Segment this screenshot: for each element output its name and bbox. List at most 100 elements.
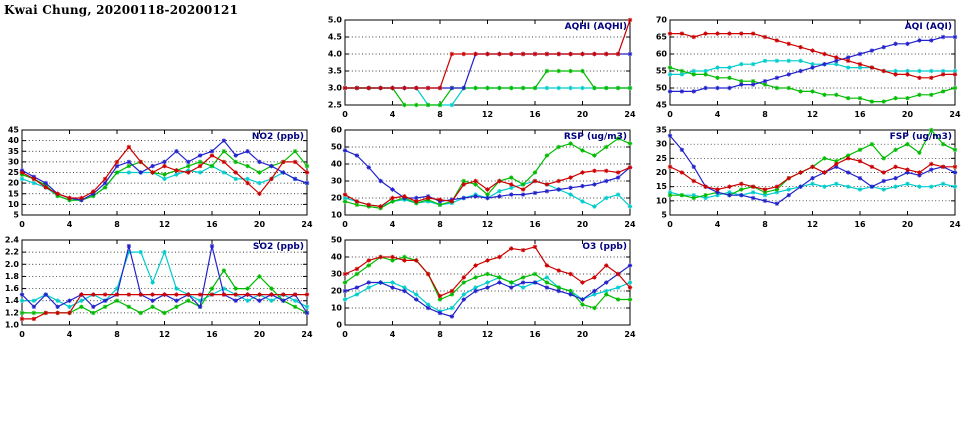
svg-text:12: 12 [482, 220, 493, 229]
svg-text:24: 24 [301, 220, 313, 229]
svg-text:2.5: 2.5 [328, 101, 343, 110]
svg-text:8: 8 [762, 110, 768, 119]
page-title: Kwai Chung, 20200118-20200121 [4, 3, 239, 17]
svg-text:20: 20 [577, 330, 589, 339]
svg-text:30: 30 [331, 270, 343, 279]
svg-text:5: 5 [661, 211, 667, 220]
svg-text:12: 12 [482, 110, 493, 119]
svg-text:NO2 (ppb): NO2 (ppb) [252, 132, 304, 142]
svg-text:0: 0 [342, 110, 348, 119]
svg-text:0: 0 [342, 330, 348, 339]
svg-text:60: 60 [656, 50, 668, 59]
svg-text:15: 15 [8, 189, 20, 198]
svg-text:70: 70 [656, 16, 668, 25]
svg-text:20: 20 [577, 220, 589, 229]
svg-text:8: 8 [762, 220, 768, 229]
svg-text:4.5: 4.5 [328, 33, 343, 42]
svg-text:1.2: 1.2 [5, 308, 19, 317]
svg-text:RSP (ug/m3): RSP (ug/m3) [564, 132, 627, 142]
svg-text:4: 4 [67, 330, 73, 339]
svg-text:12: 12 [807, 220, 818, 229]
svg-text:2.4: 2.4 [5, 236, 20, 245]
svg-text:24: 24 [301, 330, 313, 339]
svg-text:60: 60 [331, 126, 343, 135]
svg-text:4: 4 [715, 220, 721, 229]
aqhi-plot: 2.5 3.0 3.5 4.0 4.5 5.0 0 4 8 12 16 20 24 AQHI (AQHI) [328, 16, 636, 120]
svg-text:16: 16 [854, 110, 866, 119]
svg-text:4: 4 [390, 110, 396, 119]
svg-text:8: 8 [114, 330, 120, 339]
svg-text:FSP (ug/m3): FSP (ug/m3) [890, 132, 952, 142]
svg-text:16: 16 [529, 110, 541, 119]
svg-text:45: 45 [656, 101, 668, 110]
svg-text:45: 45 [8, 126, 20, 135]
svg-text:1.0: 1.0 [5, 321, 20, 330]
svg-text:16: 16 [206, 330, 218, 339]
svg-text:20: 20 [656, 168, 668, 177]
chart-rsp: 10 20 30 40 50 60 0 4 8 12 16 20 24 RSP (ug/m3) [323, 124, 636, 232]
svg-text:0: 0 [336, 321, 342, 330]
svg-text:25: 25 [656, 154, 668, 163]
svg-text:35: 35 [8, 147, 20, 156]
svg-text:20: 20 [254, 330, 266, 339]
svg-text:10: 10 [8, 200, 20, 209]
svg-text:0: 0 [667, 220, 673, 229]
svg-text:50: 50 [331, 236, 343, 245]
svg-text:20: 20 [577, 110, 589, 119]
svg-text:3.5: 3.5 [328, 67, 343, 76]
svg-text:AQHI (AQHI): AQHI (AQHI) [565, 22, 627, 32]
chart-aqi: 45 50 55 60 65 70 0 4 8 12 16 20 24 AQI (AQI) [648, 14, 961, 122]
svg-text:0: 0 [342, 220, 348, 229]
svg-text:24: 24 [624, 220, 636, 229]
svg-text:8: 8 [437, 330, 443, 339]
so2-plot: 1.0 1.2 1.4 1.6 1.8 2.0 2.2 2.4 0 4 8 12 16 20 24 SO2 (… [5, 236, 313, 340]
svg-text:SO2 (ppb): SO2 (ppb) [253, 242, 304, 252]
svg-text:1.6: 1.6 [5, 284, 20, 293]
svg-text:12: 12 [482, 330, 493, 339]
svg-text:35: 35 [656, 126, 668, 135]
svg-text:8: 8 [114, 220, 120, 229]
svg-text:40: 40 [331, 160, 343, 169]
svg-text:40: 40 [8, 136, 20, 145]
svg-text:55: 55 [656, 67, 668, 76]
svg-text:20: 20 [254, 220, 266, 229]
aqi-plot: 45 50 55 60 65 70 0 4 8 12 16 20 24 AQI (AQI) [656, 16, 961, 120]
svg-text:4: 4 [390, 330, 396, 339]
svg-text:12: 12 [159, 330, 170, 339]
svg-text:50: 50 [331, 143, 343, 152]
svg-text:25: 25 [8, 168, 20, 177]
svg-text:65: 65 [656, 33, 668, 42]
fsp-plot: 5 10 15 20 25 30 35 0 4 8 12 16 20 24 FSP (ug/m3) [656, 126, 961, 230]
svg-text:10: 10 [656, 196, 668, 205]
svg-text:20: 20 [8, 179, 20, 188]
svg-text:12: 12 [807, 110, 818, 119]
svg-text:4.0: 4.0 [328, 50, 343, 59]
svg-text:10: 10 [331, 304, 343, 313]
svg-text:12: 12 [159, 220, 170, 229]
svg-text:8: 8 [437, 110, 443, 119]
svg-text:16: 16 [529, 330, 541, 339]
svg-text:2.2: 2.2 [5, 248, 19, 257]
svg-text:10: 10 [331, 211, 343, 220]
svg-text:24: 24 [949, 110, 961, 119]
o3-plot: 0 10 20 30 40 50 0 4 8 12 16 20 24 O3 (ppb) [331, 236, 636, 340]
svg-text:5.0: 5.0 [328, 16, 343, 25]
svg-text:50: 50 [656, 84, 668, 93]
svg-text:16: 16 [529, 220, 541, 229]
svg-text:30: 30 [331, 177, 343, 186]
svg-text:15: 15 [656, 182, 668, 191]
svg-text:3.0: 3.0 [328, 84, 343, 93]
svg-text:30: 30 [656, 140, 668, 149]
svg-text:0: 0 [667, 110, 673, 119]
chart-fsp: 5 10 15 20 25 30 35 0 4 8 12 16 20 24 FSP (ug/m3) [648, 124, 961, 232]
svg-text:20: 20 [331, 287, 343, 296]
svg-text:0: 0 [19, 330, 25, 339]
svg-text:5: 5 [13, 211, 19, 220]
svg-text:4: 4 [67, 220, 73, 229]
svg-text:20: 20 [331, 194, 343, 203]
svg-text:O3 (ppb): O3 (ppb) [582, 242, 627, 252]
svg-text:24: 24 [624, 330, 636, 339]
svg-text:24: 24 [624, 110, 636, 119]
